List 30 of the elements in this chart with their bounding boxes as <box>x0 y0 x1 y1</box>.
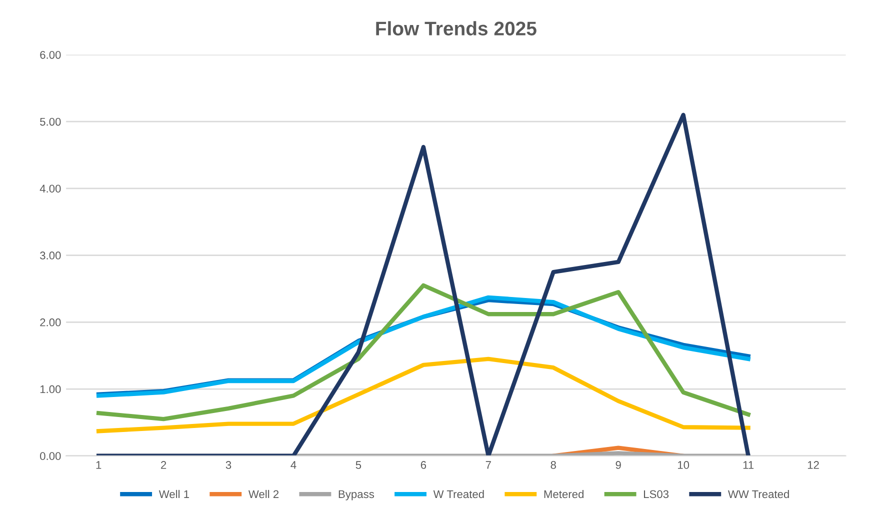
legend-label: W Treated <box>433 490 484 498</box>
x-tick-label: 11 <box>743 461 754 469</box>
x-tick-label: 5 <box>356 461 362 469</box>
y-tick-label: 1.00 <box>40 385 61 394</box>
x-tick-label: 8 <box>550 461 556 469</box>
x-tick-label: 12 <box>808 461 819 469</box>
x-tick-label: 7 <box>486 461 491 469</box>
line-series <box>96 112 750 456</box>
y-tick-label: 0.00 <box>40 452 61 460</box>
x-tick-label: 4 <box>290 461 296 469</box>
y-tick-label: 4.00 <box>40 184 61 193</box>
line-series <box>96 283 750 422</box>
legend-label: Well 2 <box>248 490 279 498</box>
legend-label: Metered <box>544 490 584 498</box>
x-tick-label: 2 <box>161 461 166 469</box>
y-tick-label: 5.00 <box>40 118 61 126</box>
y-tick-label: 3.00 <box>40 252 61 260</box>
legend-label: Bypass <box>338 490 374 500</box>
legend-label: Well 1 <box>158 490 189 498</box>
legend-label: LS03 <box>644 490 669 498</box>
y-tick-label: 6.00 <box>40 50 61 59</box>
legend-label: WW Treated <box>728 490 789 498</box>
x-tick-label: 10 <box>678 461 690 469</box>
x-tick-label: 6 <box>420 461 426 469</box>
y-tick-label: 2.00 <box>40 318 61 326</box>
x-tick-label: 1 <box>96 461 102 469</box>
chart-title: Flow Trends 2025 <box>376 21 536 36</box>
x-tick-label: 3 <box>226 461 232 469</box>
x-tick-label: 9 <box>616 461 621 469</box>
line-series <box>96 356 750 434</box>
